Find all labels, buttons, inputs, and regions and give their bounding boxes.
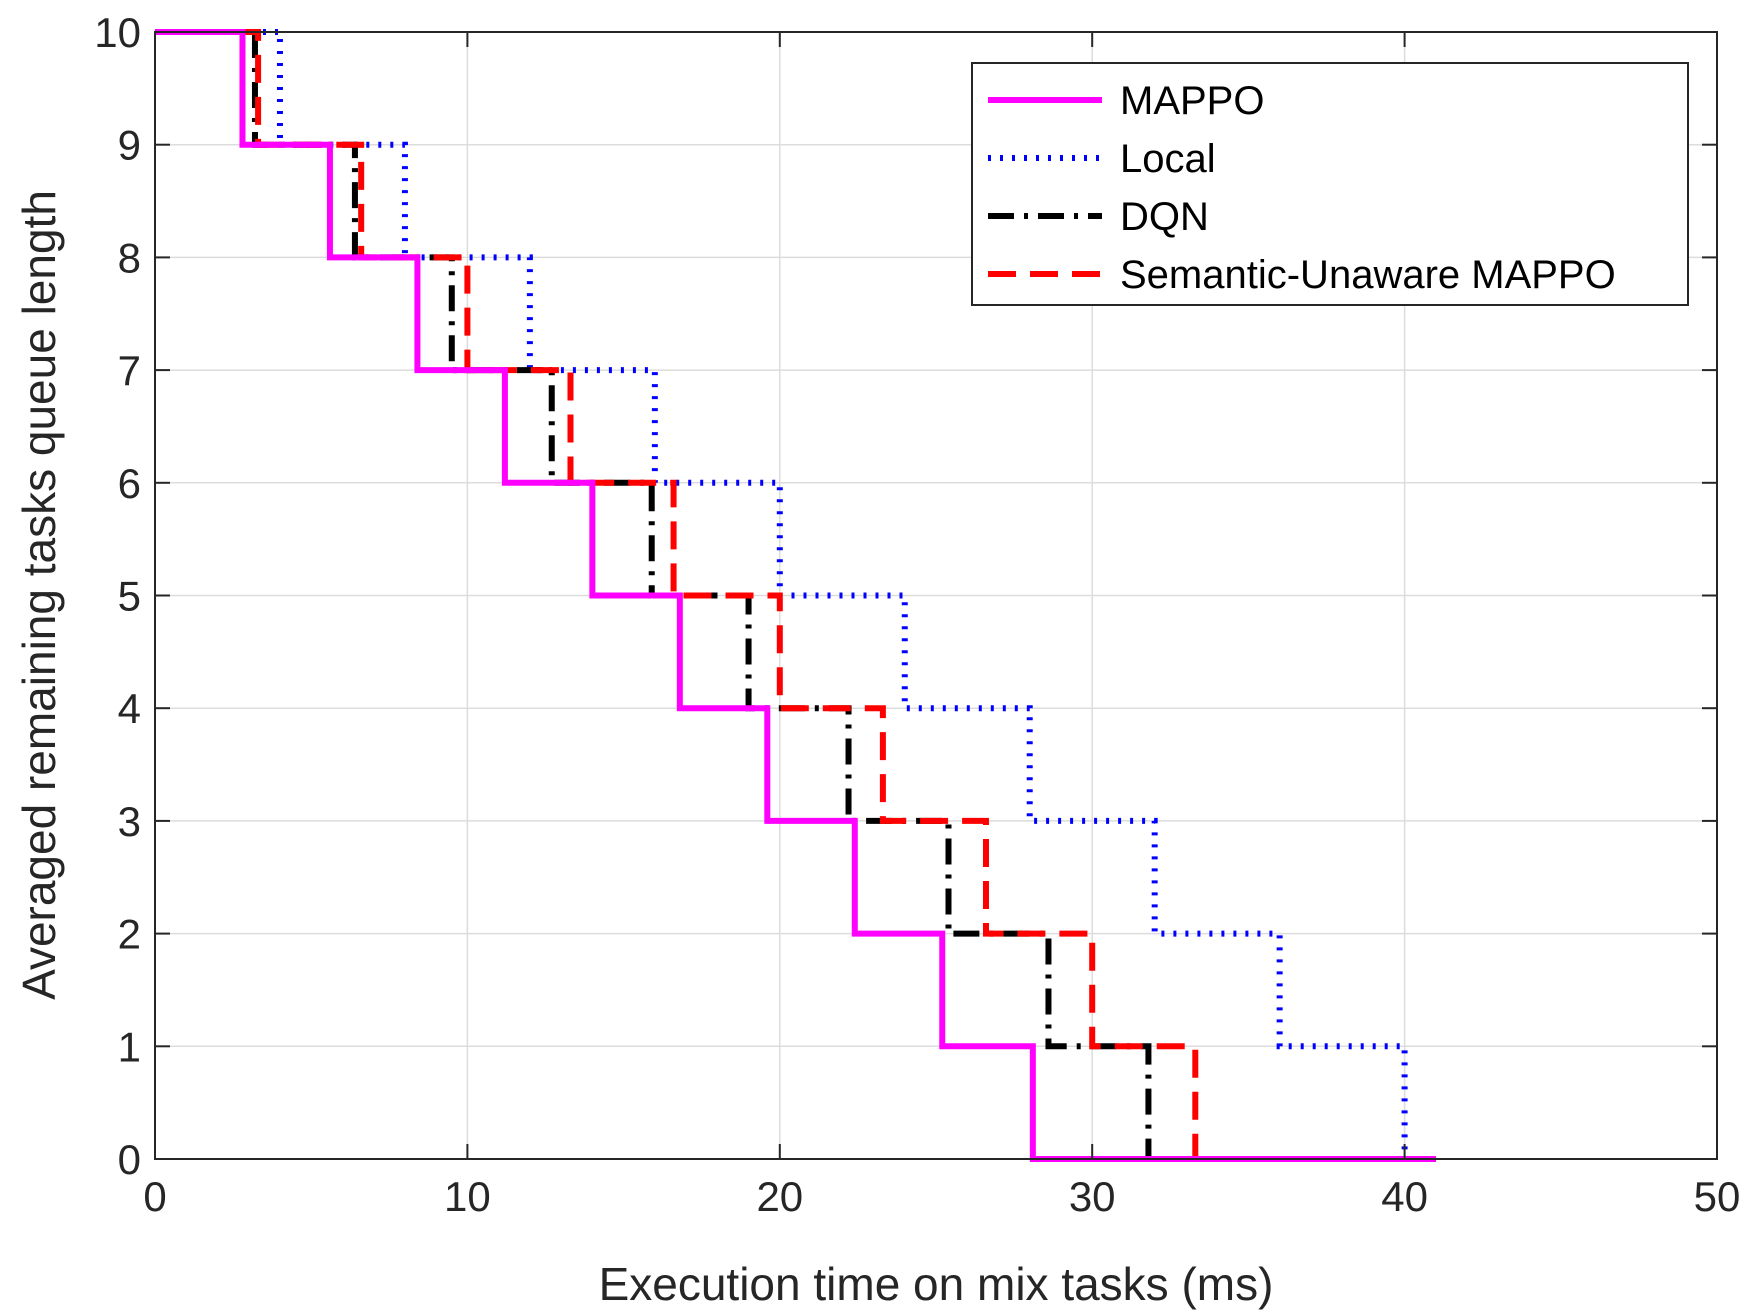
x-tick-label: 10 bbox=[444, 1173, 491, 1220]
series-line-mappo bbox=[155, 29, 1436, 1162]
y-tick-label: 3 bbox=[118, 798, 141, 845]
x-tick-label: 40 bbox=[1381, 1173, 1428, 1220]
series-layer bbox=[155, 29, 1436, 1162]
legend-label: Semantic-Unaware MAPPO bbox=[1120, 253, 1616, 297]
y-tick-label: 1 bbox=[118, 1023, 141, 1070]
legend-label: DQN bbox=[1120, 195, 1209, 239]
series-line-semantic-unaware-mappo bbox=[155, 29, 1436, 1162]
legend-label: Local bbox=[1120, 137, 1216, 181]
x-axis-label: Execution time on mix tasks (ms) bbox=[599, 1258, 1274, 1310]
x-tick-label: 50 bbox=[1694, 1173, 1741, 1220]
x-tick-label: 30 bbox=[1069, 1173, 1116, 1220]
y-tick-label: 6 bbox=[118, 460, 141, 507]
y-tick-label: 2 bbox=[118, 911, 141, 958]
legend-box bbox=[971, 62, 1689, 306]
y-tick-label: 5 bbox=[118, 573, 141, 620]
axis-ticks: 0 10 20 30 40 50 0 1 2 3 4 5 6 7 8 9 10 bbox=[94, 9, 1740, 1220]
y-tick-label: 9 bbox=[118, 122, 141, 169]
series-line-local bbox=[155, 29, 1436, 1162]
y-tick-label: 7 bbox=[118, 347, 141, 394]
y-tick-label: 0 bbox=[118, 1136, 141, 1183]
x-tick-label: 0 bbox=[143, 1173, 166, 1220]
y-axis-label: Averaged remaining tasks queue length bbox=[13, 190, 65, 1000]
y-tick-label: 8 bbox=[118, 234, 141, 281]
legend-label: MAPPO bbox=[1120, 79, 1264, 123]
y-tick-label: 10 bbox=[94, 9, 141, 56]
x-tick-label: 20 bbox=[756, 1173, 803, 1220]
legend: MAPPO Local DQN Semantic-Unaware MAPPO bbox=[971, 62, 1689, 306]
y-tick-label: 4 bbox=[118, 685, 141, 732]
